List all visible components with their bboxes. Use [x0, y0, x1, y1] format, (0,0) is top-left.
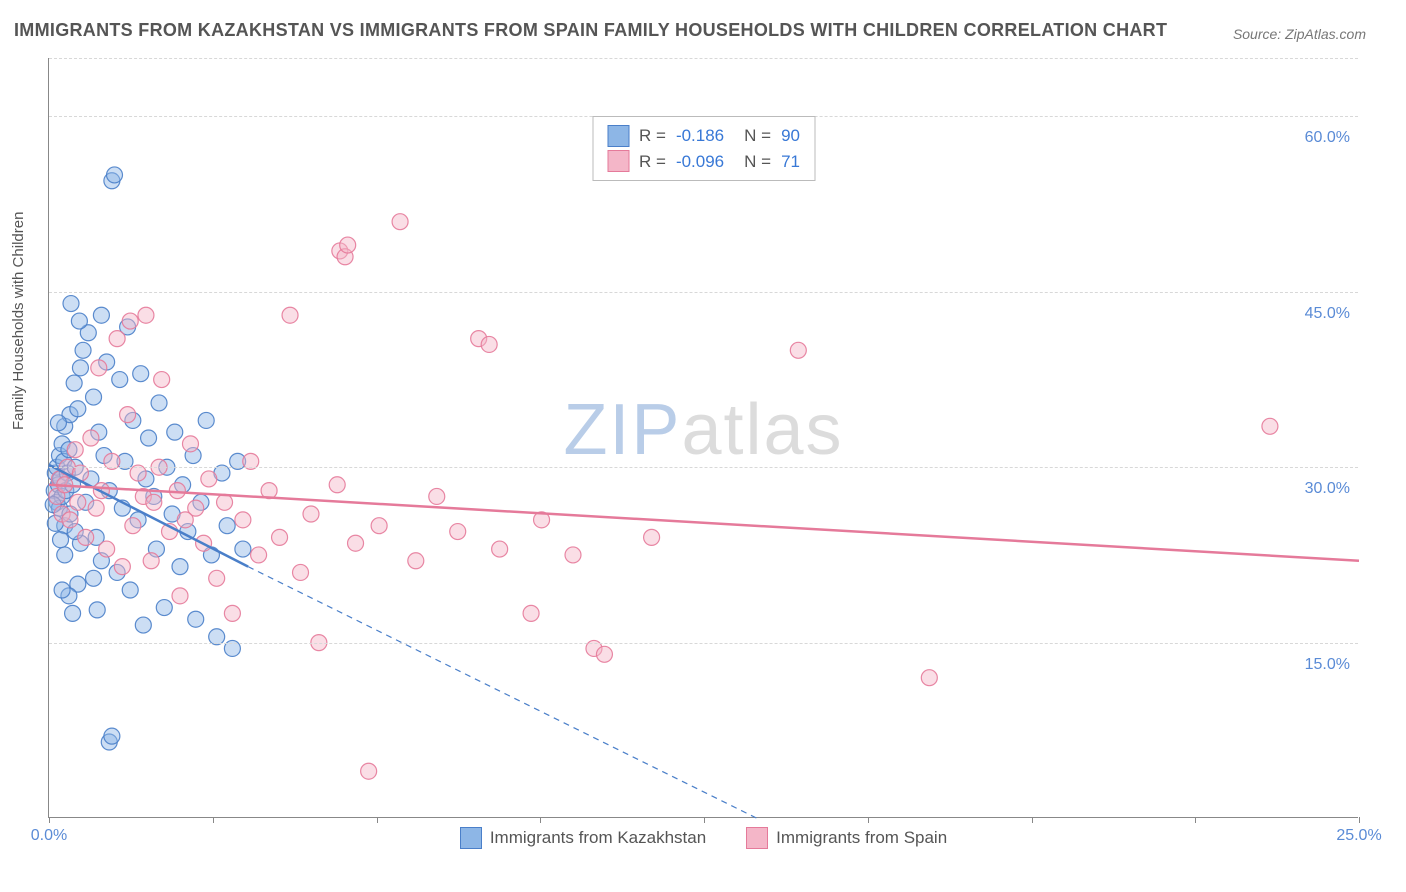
- swatch-icon: [746, 827, 768, 849]
- legend-stats-row: R = -0.096 N = 71: [607, 149, 800, 175]
- legend-r-label: R =: [639, 123, 666, 149]
- legend-n-label: N =: [744, 123, 771, 149]
- legend-r-label: R =: [639, 149, 666, 175]
- legend-stats: R = -0.186 N = 90 R = -0.096 N = 71: [592, 116, 815, 181]
- legend-r-value: -0.096: [676, 149, 724, 175]
- legend-n-value: 90: [781, 123, 800, 149]
- y-tick-label: 30.0%: [1305, 480, 1350, 498]
- legend-n-value: 71: [781, 149, 800, 175]
- y-tick-label: 45.0%: [1305, 305, 1350, 323]
- legend-label: Immigrants from Spain: [776, 828, 947, 848]
- legend-n-label: N =: [744, 149, 771, 175]
- plot-area: ZIPatlas R = -0.186 N = 90 R = -0.096 N …: [48, 58, 1358, 818]
- x-tick-label: 0.0%: [31, 827, 67, 845]
- legend-series: Immigrants from Kazakhstan Immigrants fr…: [49, 827, 1358, 849]
- chart-title: IMMIGRANTS FROM KAZAKHSTAN VS IMMIGRANTS…: [14, 20, 1167, 41]
- swatch-icon: [607, 150, 629, 172]
- legend-item: Immigrants from Kazakhstan: [460, 827, 706, 849]
- legend-stats-row: R = -0.186 N = 90: [607, 123, 800, 149]
- x-tick-label: 25.0%: [1336, 827, 1381, 845]
- y-axis-label: Family Households with Children: [10, 212, 27, 430]
- swatch-icon: [607, 125, 629, 147]
- correlation-chart: IMMIGRANTS FROM KAZAKHSTAN VS IMMIGRANTS…: [0, 0, 1406, 892]
- legend-item: Immigrants from Spain: [746, 827, 947, 849]
- chart-source: Source: ZipAtlas.com: [1233, 26, 1366, 42]
- y-tick-label: 15.0%: [1305, 656, 1350, 674]
- swatch-icon: [460, 827, 482, 849]
- y-tick-label: 60.0%: [1305, 129, 1350, 147]
- legend-r-value: -0.186: [676, 123, 724, 149]
- legend-label: Immigrants from Kazakhstan: [490, 828, 706, 848]
